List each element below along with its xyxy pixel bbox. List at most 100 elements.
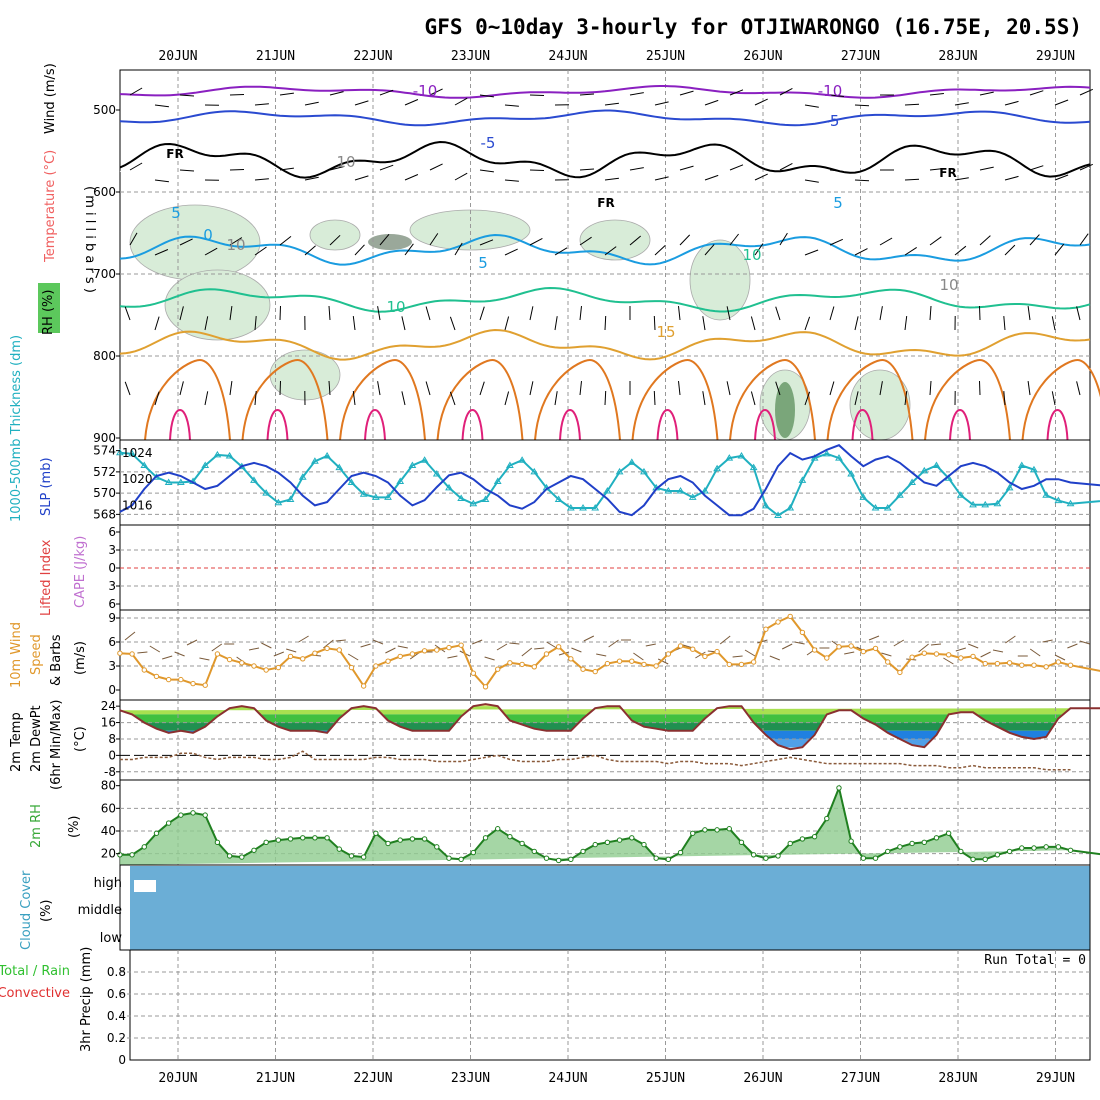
contour-20 (534, 358, 621, 441)
rh2m-panel: 80 60 40 20 2m RH (%) (29, 779, 1100, 866)
rh2m-line-point (360, 854, 367, 860)
day-label-top: 21JUN (256, 49, 295, 64)
wind10m-line-point (860, 648, 867, 655)
tick-label: 6 (108, 597, 116, 611)
thickness-line-point (932, 461, 941, 468)
rh2m-line-point (945, 830, 952, 836)
wind10m-line-point (117, 650, 123, 656)
wind10m-barb (719, 635, 731, 645)
wind-barb (1003, 316, 1006, 331)
thickness-line-point (640, 467, 648, 475)
wind10m-line-point (1043, 664, 1049, 670)
contour-labels: -10 -10 -5 -5 FR FR FR 10 5 5 5 10 0 10 10 15 10 (166, 82, 958, 341)
wind-barb (454, 172, 468, 181)
wind-barb (529, 237, 543, 246)
pressure-ticks: 500 600 700 800 900 (93, 103, 120, 445)
wind10m-line-point (507, 660, 513, 666)
wind10m-line-point (738, 661, 745, 668)
thickness-line-point (128, 449, 136, 457)
rh-shade (689, 239, 751, 321)
wind-barb (1054, 243, 1065, 256)
thickness-line-point (286, 495, 295, 502)
contour-20 (729, 358, 816, 441)
rh2m-line-point (592, 841, 598, 848)
rh-area (117, 784, 1100, 865)
day-label-bottom: 20JUN (158, 1071, 197, 1086)
rh2m-line-point (982, 856, 988, 863)
wind10m-barb (472, 639, 483, 645)
wind-barb (604, 315, 607, 331)
wind10m-barb (980, 651, 991, 658)
rh2m-line-point (385, 840, 391, 847)
rh2m-line-point (300, 835, 306, 841)
wind-barb (726, 381, 731, 396)
wind-barb (154, 249, 169, 256)
wind10m-line-point (568, 656, 574, 662)
wind-barb (779, 162, 793, 171)
wind-barb (979, 380, 981, 396)
wind10m-line-point (336, 647, 342, 653)
high-cloud-notch (134, 880, 156, 892)
rh-legend-swatch (38, 283, 60, 333)
wind10m-barb (149, 645, 161, 653)
day-label-bottom: 26JUN (743, 1071, 782, 1086)
rh2m-line-point (482, 835, 489, 841)
wind-barb (929, 93, 944, 96)
wind-barb (449, 316, 456, 331)
wind-barb (750, 391, 756, 406)
thickness-line-point (493, 477, 502, 484)
wind10m-line-point (592, 668, 598, 675)
rh2m-line-point (336, 846, 342, 852)
wind-barb (377, 381, 381, 396)
wind-barb (929, 305, 932, 321)
wind-barb (204, 391, 209, 406)
rh2m-line-point (799, 836, 806, 842)
wind-barb (629, 167, 644, 171)
thickness-grid (120, 440, 1090, 525)
tick-label: 20 (101, 847, 116, 861)
rh2m-line-point (434, 844, 440, 850)
wind10m-line-point (421, 648, 428, 654)
wind10m-line-point (360, 683, 367, 689)
wind10m-barb (211, 643, 223, 652)
wind10m-line-point (775, 619, 781, 625)
wind10m-barb (360, 643, 371, 648)
wind10m-barb (930, 643, 942, 646)
wind10m-line-point (629, 658, 635, 664)
wind10m-barb (844, 651, 855, 655)
wind10m-barb (868, 635, 880, 641)
wind-barb (604, 102, 619, 106)
wind-barb (504, 391, 510, 406)
temp-ticks: 24 16 8 0 -8 (101, 699, 120, 779)
wind10m-barb (744, 649, 756, 657)
rh2m-line-point (750, 852, 757, 858)
wind-barb (401, 316, 406, 331)
rh2m-line-point (165, 820, 172, 826)
precip-axis-label: 3hr Precip (mm) (79, 947, 94, 1052)
day-label-bottom: 27JUN (841, 1071, 880, 1086)
rh2m-line-point (226, 853, 233, 859)
wind-barb (1004, 244, 1016, 256)
tick-label: 9 (108, 611, 116, 625)
run-total-label: Run Total = 0 (984, 953, 1086, 968)
wind-barb (179, 94, 195, 97)
cloud-level-high: high (94, 876, 122, 891)
chart-title: GFS 0~10day 3-hourly for OTJIWARONGO (16… (425, 15, 1082, 39)
contour-25 (1046, 409, 1069, 441)
wind10m-barb (137, 651, 148, 654)
wind-barb (279, 92, 294, 96)
thickness-axis-label: 1000-500mb Thickness (dm) (9, 335, 24, 522)
thickness-line-point (323, 451, 331, 459)
thickness-line-point (676, 487, 685, 494)
tick-label: 6 (108, 525, 116, 539)
rh-shade (579, 219, 651, 261)
day-label-top: 22JUN (353, 49, 392, 64)
wind-barb (702, 391, 706, 406)
wind-barb (328, 380, 331, 396)
tick-label: 600 (93, 185, 116, 199)
rh2m-line-point (702, 827, 708, 833)
contour-25 (656, 409, 679, 441)
wind10m-line-point (263, 667, 269, 673)
rh2m-line-point (214, 839, 221, 846)
